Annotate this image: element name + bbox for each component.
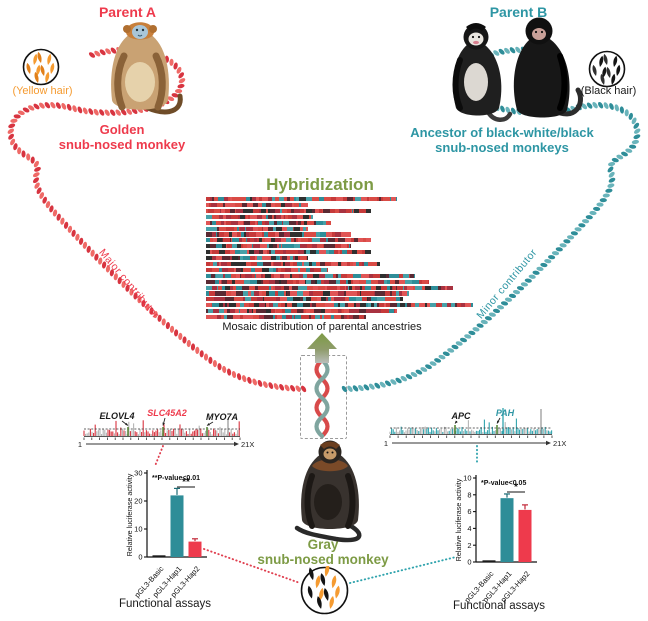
svg-text:10: 10 <box>134 525 142 534</box>
svg-text:21X: 21X <box>553 439 566 448</box>
yellow-hair-label: (Yellow hair) <box>12 85 73 97</box>
yellow-hair-icon <box>22 48 60 86</box>
mosaic-bar-row <box>206 279 429 284</box>
svg-text:1: 1 <box>384 439 388 448</box>
svg-text:SLC45A2: SLC45A2 <box>147 408 187 418</box>
mosaic-bar-row <box>206 273 415 278</box>
svg-text:6: 6 <box>467 507 471 516</box>
mosaic-bar-row <box>206 297 403 302</box>
ancestry-mosaic-bars <box>206 197 498 323</box>
svg-text:8: 8 <box>467 490 471 499</box>
mixed-hair-icon <box>300 566 349 615</box>
mosaic-bar-row <box>206 250 371 255</box>
hybrid-dna-focus-box <box>300 355 347 439</box>
svg-text:0: 0 <box>138 553 142 562</box>
mosaic-bar-row <box>206 197 397 202</box>
parent-b-species-name: Ancestor of black-white/black snub-nosed… <box>410 125 594 155</box>
mosaic-bar-row <box>206 285 453 290</box>
svg-text:**: ** <box>182 477 190 488</box>
svg-text:10: 10 <box>463 474 471 483</box>
svg-text:*: * <box>514 482 518 493</box>
svg-text:MYO7A: MYO7A <box>206 412 238 422</box>
mosaic-bar-row <box>206 256 308 261</box>
mosaic-bar-row <box>206 220 331 225</box>
mosaic-bar-row <box>206 303 473 308</box>
mosaic-bar-row <box>206 202 308 208</box>
parent-a-species-name: Golden snub-nosed monkey <box>58 122 186 152</box>
svg-text:Relative luciferase activity: Relative luciferase activity <box>454 478 463 561</box>
svg-text:20: 20 <box>134 497 142 506</box>
svg-text:Relative luciferase activity: Relative luciferase activity <box>125 473 134 556</box>
svg-text:30: 30 <box>134 469 142 478</box>
svg-text:ELOVL4: ELOVL4 <box>99 411 134 421</box>
functional-assays-left-label: Functional assays <box>118 598 212 610</box>
mosaic-bar-row <box>206 208 371 213</box>
mosaic-bar-row <box>206 244 351 249</box>
mosaic-bar-row <box>206 238 371 243</box>
up-arrow-icon <box>307 333 337 363</box>
mosaic-bar-row <box>206 214 313 219</box>
mosaic-bar-row <box>206 226 308 231</box>
svg-text:PAH: PAH <box>496 408 515 418</box>
black-hair-label: (Black hair) <box>580 85 637 97</box>
golden-monkey-illustration <box>111 22 183 115</box>
black-white-monkeys-illustration <box>452 17 583 122</box>
mosaic-bar-row <box>206 232 351 237</box>
mosaic-bar-row <box>206 291 409 296</box>
svg-text:21X: 21X <box>241 440 254 449</box>
svg-text:4: 4 <box>467 524 471 533</box>
svg-text:2: 2 <box>467 541 471 550</box>
functional-assays-right-label: Functional assays <box>452 600 546 612</box>
svg-text:APC: APC <box>450 411 471 421</box>
mosaic-caption: Mosaic distribution of parental ancestri… <box>222 321 422 333</box>
hybridization-title: Hybridization <box>266 175 374 194</box>
svg-text:**P-value<0.01: **P-value<0.01 <box>152 475 200 482</box>
gray-monkey-name: Gray snub-nosed monkey <box>257 537 389 567</box>
mosaic-bar-row <box>206 309 397 314</box>
black-hair-icon <box>588 50 626 88</box>
gray-monkey-illustration <box>294 440 362 543</box>
svg-text:*P-value<0.05: *P-value<0.05 <box>481 480 526 487</box>
svg-text:0: 0 <box>467 558 471 567</box>
mosaic-bar-row <box>206 261 380 267</box>
parent-b-label: Parent B <box>489 4 548 20</box>
mosaic-bar-row <box>206 315 366 320</box>
svg-text:1: 1 <box>78 440 82 449</box>
parent-a-label: Parent A <box>98 4 157 20</box>
mosaic-bar-row <box>206 267 328 272</box>
